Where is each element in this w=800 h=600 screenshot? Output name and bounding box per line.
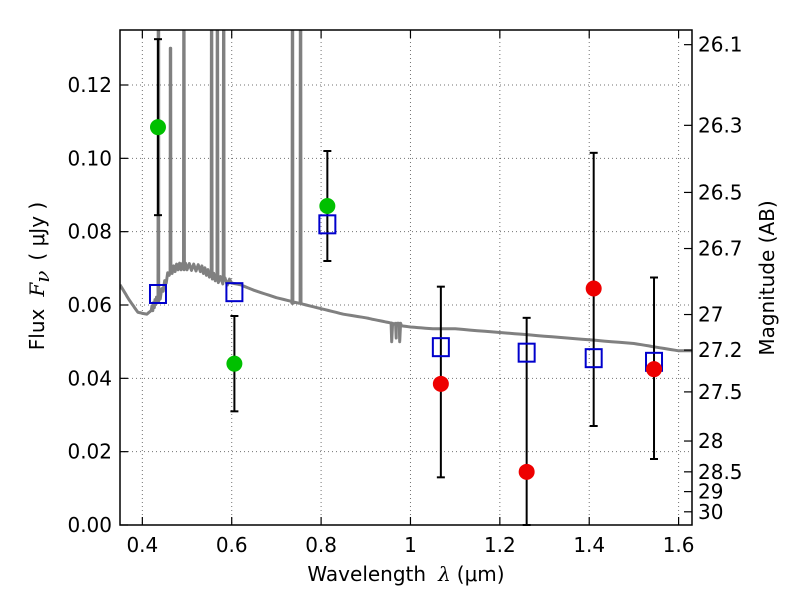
model-photometry-marker: [584, 348, 603, 369]
model-photometry-marker: [148, 284, 167, 304]
grid: [120, 30, 692, 526]
magnitude-tick-label: 27: [698, 303, 723, 327]
plot-frame: [119, 29, 693, 526]
detections-marker: [226, 355, 243, 372]
x-tick-label: 0.4: [126, 533, 158, 557]
y-tick-label: 0.00: [67, 513, 112, 537]
non-detections-marker: [432, 375, 449, 392]
y-tick-label: 0.04: [67, 366, 112, 390]
magnitude-tick-label: 29: [698, 480, 723, 504]
magnitude-tick-label: 30: [698, 500, 723, 524]
x-tick-label: 1.2: [484, 533, 516, 557]
y-axis-label: FluxFν( μJy ): [25, 202, 54, 350]
magnitude-tick-label: 26.5: [698, 180, 743, 204]
x-axis-label: Wavelength λ (μm): [307, 562, 504, 586]
magnitude-tick-label: 27.5: [698, 380, 743, 404]
non-detections-marker: [646, 361, 663, 378]
non-detections-marker: [585, 280, 602, 297]
x-tick-label: 0.8: [305, 533, 337, 557]
detections-marker: [149, 119, 166, 136]
magnitude-tick-label: 26.1: [698, 33, 743, 57]
model-photometry-marker: [517, 342, 536, 363]
model-photometry-marker: [225, 282, 244, 303]
magnitude-tick-label: 27.2: [698, 338, 743, 362]
sed-model-spectrum: [120, 30, 692, 353]
data-markers: [148, 119, 664, 480]
template-spectrum: [120, 30, 692, 353]
y-tick-label: 0.12: [67, 73, 112, 97]
model-photometry-marker: [318, 214, 337, 235]
x-tick-label: 1.6: [663, 533, 695, 557]
magnitude-tick-label: 26.3: [698, 113, 743, 137]
non-detections-marker: [518, 463, 535, 480]
x-tick-label: 1.4: [573, 533, 605, 557]
error-bar: [522, 316, 531, 526]
axis-ticks: 0.4 0.6 0.8 1 1.2 1.4 1.6 0.00 0.02 0.04 0.06 0.08 0…: [67, 30, 743, 557]
x-tick-label: 1: [404, 533, 417, 557]
y-tick-label: 0.06: [67, 293, 112, 317]
x-tick-label: 0.6: [216, 533, 248, 557]
detections-marker: [319, 198, 336, 214]
model-photometry-marker: [431, 337, 450, 358]
magnitude-tick-label: 28.5: [698, 460, 743, 484]
y-tick-label: 0.02: [67, 440, 112, 464]
y-tick-label: 0.10: [67, 146, 112, 170]
y2-axis-label: Magnitude (AB): [755, 200, 779, 355]
y-tick-label: 0.08: [67, 220, 112, 244]
magnitude-tick-label: 28: [698, 429, 723, 453]
magnitude-tick-label: 26.7: [698, 237, 743, 261]
